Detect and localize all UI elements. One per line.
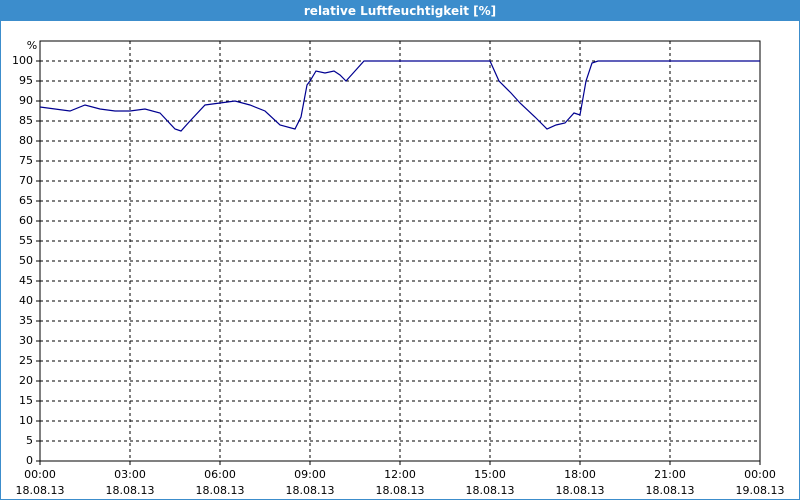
y-tick-label: 95 [19, 74, 33, 87]
plot-frame [39, 40, 761, 462]
x-tick-label: 06:00 18.08.13 [196, 468, 245, 497]
y-tick-label: 25 [19, 354, 33, 367]
x-tick-label: 12:00 18.08.13 [376, 468, 425, 497]
y-tick-label: 55 [19, 234, 33, 247]
y-tick-label: 30 [19, 334, 33, 347]
y-tick-label: 0 [26, 454, 33, 467]
y-tick-label: 15 [19, 394, 33, 407]
y-unit-label: % [27, 39, 37, 52]
y-tick-label: 65 [19, 194, 33, 207]
y-tick-label: 60 [19, 214, 33, 227]
y-tick-label: 50 [19, 254, 33, 267]
y-tick-label: 80 [19, 134, 33, 147]
y-tick-label: 10 [19, 414, 33, 427]
y-tick-label: 70 [19, 174, 33, 187]
y-tick-label: 45 [19, 274, 33, 287]
y-tick-label: 75 [19, 154, 33, 167]
x-tick-label: 00:00 19.08.13 [736, 468, 785, 497]
x-tick-label: 00:00 18.08.13 [16, 468, 65, 497]
y-tick-label: 35 [19, 314, 33, 327]
y-tick-label: 90 [19, 94, 33, 107]
y-tick-label: 100 [12, 54, 33, 67]
y-tick-label: 40 [19, 294, 33, 307]
x-tick-label: 18:00 18.08.13 [556, 468, 605, 497]
x-tick-label: 21:00 18.08.13 [646, 468, 695, 497]
chart-title: relative Luftfeuchtigkeit [%] [1, 1, 799, 21]
humidity-line [39, 60, 760, 132]
y-tick-label: 20 [19, 374, 33, 387]
y-tick-label: 5 [26, 434, 33, 447]
x-tick-label: 03:00 18.08.13 [106, 468, 155, 497]
x-tick-label: 15:00 18.08.13 [466, 468, 515, 497]
y-tick-label: 85 [19, 114, 33, 127]
x-tick-label: 09:00 18.08.13 [286, 468, 335, 497]
